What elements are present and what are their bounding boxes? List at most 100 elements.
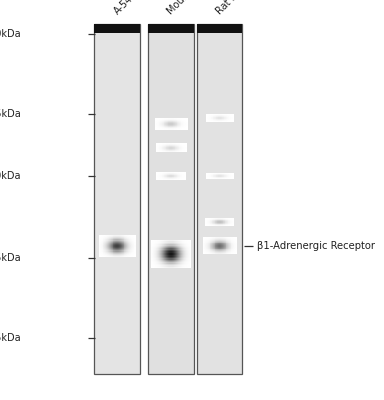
Bar [160, 144, 161, 145]
Bar [205, 222, 206, 223]
Bar [171, 121, 172, 122]
Bar [164, 125, 166, 126]
Bar [175, 147, 177, 148]
Bar [162, 147, 163, 148]
Bar [178, 123, 179, 124]
Bar [220, 246, 221, 248]
Bar [100, 254, 101, 256]
Bar [155, 242, 156, 244]
Bar [179, 175, 180, 176]
Bar [182, 174, 184, 175]
Bar [169, 144, 170, 145]
Bar [207, 246, 208, 247]
Bar [180, 177, 181, 178]
Bar [227, 174, 228, 175]
Bar [167, 177, 169, 178]
Bar [166, 144, 167, 145]
Bar [164, 177, 166, 178]
Bar [215, 172, 216, 173]
Bar [225, 240, 226, 241]
Bar [232, 221, 233, 222]
Bar [233, 224, 234, 225]
Bar [215, 117, 216, 118]
Bar [154, 124, 156, 125]
Bar [184, 175, 185, 176]
Bar [103, 240, 104, 242]
Bar [205, 243, 207, 244]
Bar [159, 146, 161, 147]
Bar [227, 115, 228, 116]
Bar [223, 237, 224, 238]
Bar [124, 234, 125, 236]
Bar [161, 151, 162, 152]
Bar [209, 238, 210, 239]
Bar [224, 252, 225, 254]
Bar [220, 223, 221, 224]
Bar [221, 242, 223, 244]
Bar [216, 223, 217, 224]
Bar [232, 219, 233, 220]
Bar [223, 116, 224, 117]
Bar [167, 172, 169, 173]
Bar [167, 151, 168, 152]
Bar [183, 176, 184, 177]
Bar [177, 242, 178, 244]
Bar [186, 240, 187, 241]
Bar [170, 178, 171, 179]
Bar [207, 243, 208, 244]
Bar [226, 219, 227, 220]
Bar [159, 172, 161, 173]
Bar [182, 177, 184, 178]
Bar [182, 147, 184, 148]
Bar [228, 176, 230, 177]
Bar [167, 246, 168, 248]
Bar [229, 246, 230, 248]
Bar [173, 128, 174, 129]
Bar [206, 177, 207, 178]
Bar [225, 221, 227, 222]
Bar [130, 254, 131, 256]
Bar [223, 218, 224, 219]
Bar [222, 173, 223, 174]
Bar [211, 177, 212, 178]
Bar [208, 240, 209, 242]
Bar [210, 237, 211, 238]
Bar [179, 176, 180, 177]
Bar [169, 172, 170, 173]
Bar [151, 240, 152, 241]
Bar [225, 115, 226, 116]
Bar [166, 146, 167, 147]
Bar [165, 151, 166, 152]
Bar [99, 246, 100, 247]
Bar [174, 173, 175, 174]
Bar [167, 146, 168, 147]
Bar [167, 248, 168, 250]
Bar [115, 246, 117, 247]
Bar [174, 122, 175, 124]
Bar [167, 179, 169, 180]
Bar [163, 150, 164, 151]
Bar [154, 244, 155, 246]
Bar [172, 255, 173, 257]
Bar [178, 252, 179, 254]
Bar [182, 118, 184, 119]
Bar [229, 114, 230, 115]
Bar [179, 128, 180, 129]
Bar [227, 173, 228, 174]
Bar [222, 223, 223, 224]
Bar [134, 252, 136, 254]
Bar [103, 243, 105, 245]
Bar [159, 150, 161, 151]
Bar [210, 223, 211, 224]
Bar [215, 115, 216, 116]
Bar [182, 175, 183, 176]
Bar [180, 122, 181, 123]
Bar [206, 238, 207, 239]
Bar [210, 244, 211, 245]
Bar [175, 120, 176, 121]
Bar [209, 223, 210, 224]
Bar [158, 118, 159, 120]
Bar [165, 149, 166, 150]
Bar [211, 177, 212, 178]
Bar [163, 246, 164, 248]
